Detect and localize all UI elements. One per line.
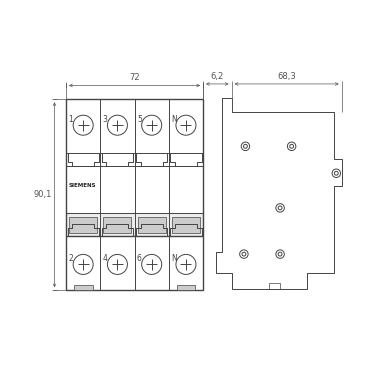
Bar <box>177 285 195 290</box>
Bar <box>69 217 97 233</box>
Text: 6: 6 <box>137 254 142 263</box>
Bar <box>172 217 200 233</box>
Text: 5: 5 <box>137 115 142 124</box>
Bar <box>269 283 280 289</box>
Text: 2: 2 <box>69 254 73 263</box>
Bar <box>74 285 92 290</box>
Text: 72: 72 <box>129 74 140 82</box>
Text: N: N <box>171 115 177 124</box>
Bar <box>66 99 203 290</box>
Text: 4: 4 <box>102 254 107 263</box>
Text: 90,1: 90,1 <box>33 190 52 199</box>
Bar <box>138 217 166 233</box>
Bar <box>103 217 131 233</box>
Text: N: N <box>171 254 177 263</box>
Text: SIEMENS: SIEMENS <box>69 183 97 188</box>
Text: 3: 3 <box>102 115 107 124</box>
Text: 1: 1 <box>69 115 73 124</box>
Text: 68,3: 68,3 <box>277 72 296 81</box>
Text: 6,2: 6,2 <box>211 72 224 81</box>
